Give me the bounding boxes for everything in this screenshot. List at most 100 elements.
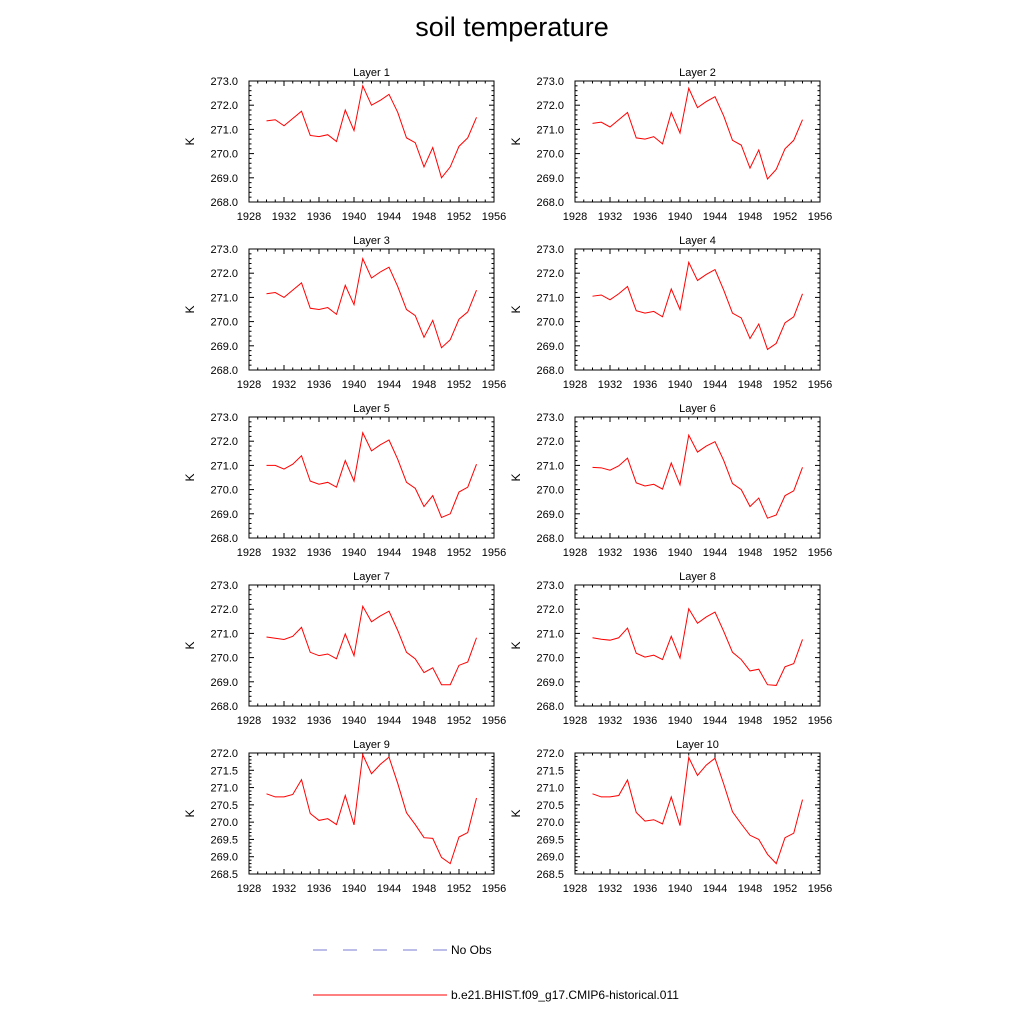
y-tick-label: 272.0 — [210, 100, 238, 112]
y-tick-label: 272.0 — [210, 748, 238, 760]
y-tick-label: 272.0 — [536, 268, 564, 280]
y-tick-label: 272.0 — [536, 748, 564, 760]
plot-frame — [574, 80, 821, 203]
y-axis-label: K — [183, 305, 197, 313]
y-tick-label: 268.0 — [536, 197, 564, 209]
panel-title: Layer 3 — [353, 235, 390, 247]
y-axis-label: K — [509, 809, 523, 817]
panel-5: Layer 5 K 1928 1932 1936 1940 1944 1948 1952 1956… — [183, 403, 506, 559]
series-line — [592, 433, 803, 519]
x-tick-label: 1940 — [668, 883, 692, 895]
y-tick-label: 269.0 — [210, 509, 238, 521]
y-tick-label: 270.0 — [536, 485, 564, 497]
x-tick-label: 1936 — [633, 715, 657, 727]
y-tick-label: 273.0 — [536, 412, 564, 424]
panel-title: Layer 4 — [679, 235, 716, 247]
panel-1: Layer 1 K 1928 1932 1936 1940 1944 1948 1952 1956… — [183, 67, 506, 223]
y-tick-label: 271.0 — [210, 292, 238, 304]
x-tick-label: 1948 — [738, 883, 762, 895]
y-tick-label: 268.0 — [536, 533, 564, 545]
x-tick-label: 1940 — [342, 547, 366, 559]
y-tick-label: 269.0 — [536, 677, 564, 689]
series-line — [266, 257, 477, 349]
y-tick-label: 270.5 — [210, 800, 238, 812]
y-tick-label: 270.0 — [210, 317, 238, 329]
x-tick-label: 1956 — [808, 547, 832, 559]
x-tick-label: 1940 — [342, 379, 366, 391]
x-tick-label: 1936 — [307, 211, 331, 223]
plot-frame — [574, 584, 821, 707]
y-tick-label: 272.0 — [536, 604, 564, 616]
panel-3: Layer 3 K 1928 1932 1936 1940 1944 1948 1952 1956… — [183, 235, 506, 391]
x-tick-label: 1932 — [272, 883, 296, 895]
series-line — [266, 752, 477, 865]
y-tick-label: 272.0 — [210, 436, 238, 448]
series-line — [592, 755, 803, 865]
y-tick-label: 270.0 — [536, 317, 564, 329]
panel-10: Layer 10 K 1928 1932 1936 1940 1944 1948 1952 195… — [509, 739, 832, 895]
y-axis-label: K — [183, 809, 197, 817]
x-tick-label: 1940 — [342, 211, 366, 223]
x-tick-label: 1936 — [307, 379, 331, 391]
y-tick-label: 268.0 — [210, 533, 238, 545]
y-tick-label: 273.0 — [210, 244, 238, 256]
panel-title: Layer 1 — [353, 67, 390, 79]
x-tick-label: 1948 — [738, 547, 762, 559]
y-tick-label: 273.0 — [210, 412, 238, 424]
x-tick-label: 1956 — [482, 547, 506, 559]
x-tick-label: 1944 — [703, 883, 727, 895]
x-tick-label: 1956 — [808, 211, 832, 223]
x-tick-label: 1944 — [377, 547, 401, 559]
series-line — [592, 260, 803, 351]
legend-label-no-obs: No Obs — [451, 943, 492, 957]
x-tick-label: 1928 — [563, 379, 587, 391]
y-tick-label: 268.0 — [536, 701, 564, 713]
y-tick-label: 269.0 — [210, 173, 238, 185]
x-tick-label: 1944 — [703, 715, 727, 727]
y-tick-label: 271.0 — [210, 628, 238, 640]
x-tick-label: 1956 — [808, 715, 832, 727]
y-tick-label: 270.0 — [536, 653, 564, 665]
x-tick-label: 1956 — [482, 211, 506, 223]
y-tick-label: 270.5 — [536, 800, 564, 812]
x-tick-label: 1952 — [773, 211, 797, 223]
x-tick-label: 1936 — [633, 883, 657, 895]
y-axis-label: K — [509, 641, 523, 649]
x-tick-label: 1928 — [563, 547, 587, 559]
x-tick-label: 1928 — [237, 715, 261, 727]
x-tick-label: 1952 — [773, 547, 797, 559]
x-tick-label: 1948 — [412, 211, 436, 223]
y-tick-label: 270.0 — [210, 149, 238, 161]
y-tick-label: 269.0 — [536, 341, 564, 353]
x-tick-label: 1952 — [447, 883, 471, 895]
panel-2: Layer 2 K 1928 1932 1936 1940 1944 1948 1952 1956… — [509, 67, 832, 223]
x-tick-label: 1940 — [668, 547, 692, 559]
y-tick-label: 272.0 — [210, 604, 238, 616]
y-tick-label: 271.0 — [536, 460, 564, 472]
panel-6: Layer 6 K 1928 1932 1936 1940 1944 1948 1952 1956… — [509, 403, 832, 559]
y-tick-label: 270.0 — [536, 149, 564, 161]
y-tick-label: 273.0 — [210, 76, 238, 88]
y-tick-label: 269.0 — [210, 341, 238, 353]
y-tick-label: 268.5 — [536, 869, 564, 881]
series-line — [266, 431, 477, 519]
y-tick-label: 269.5 — [210, 834, 238, 846]
x-tick-label: 1948 — [412, 547, 436, 559]
plot-frame — [248, 416, 495, 539]
y-axis-label: K — [183, 641, 197, 649]
x-tick-label: 1936 — [307, 547, 331, 559]
x-tick-label: 1928 — [563, 883, 587, 895]
panel-8: Layer 8 K 1928 1932 1936 1940 1944 1948 1952 1956… — [509, 571, 832, 727]
y-tick-label: 268.0 — [210, 701, 238, 713]
panel-title: Layer 8 — [679, 571, 716, 583]
y-tick-label: 270.0 — [210, 817, 238, 829]
series-line — [266, 84, 477, 179]
y-axis-label: K — [183, 473, 197, 481]
x-tick-label: 1956 — [808, 379, 832, 391]
y-tick-label: 271.0 — [536, 124, 564, 136]
panel-title: Layer 6 — [679, 403, 716, 415]
figure-title: soil temperature — [415, 12, 609, 42]
x-tick-label: 1932 — [598, 547, 622, 559]
